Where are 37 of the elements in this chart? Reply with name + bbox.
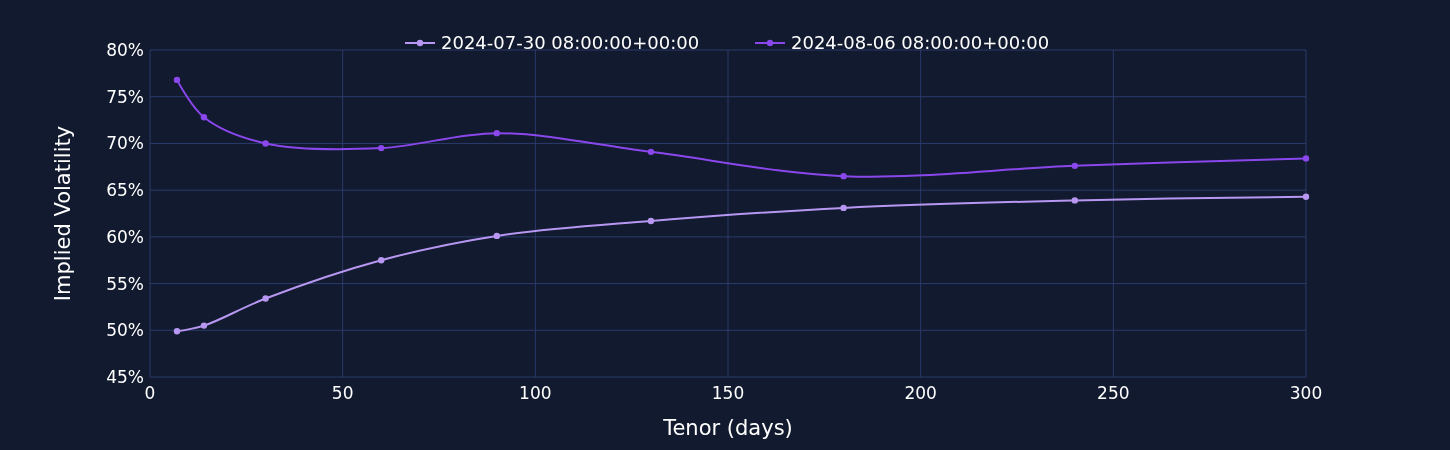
y-tick-label: 50% — [106, 320, 144, 341]
point — [378, 257, 385, 264]
point — [378, 144, 385, 152]
point — [200, 114, 208, 121]
x-axis-title: Tenor (days) — [662, 416, 793, 440]
y-tick-label: 45% — [106, 366, 144, 387]
point — [262, 295, 269, 302]
x-tick-label: 100 — [519, 383, 552, 403]
point — [840, 172, 847, 180]
y-tick-label: 75% — [106, 86, 144, 107]
point — [647, 148, 655, 156]
x-tick-label: 50 — [331, 383, 354, 403]
y-tick-label: 80% — [106, 39, 144, 60]
y-axis-title: Implied Volatility — [51, 125, 75, 302]
x-tick-label: 200 — [904, 383, 937, 403]
x-tick-label: 150 — [711, 383, 745, 403]
point — [493, 232, 500, 240]
point — [262, 140, 269, 147]
legend-label: 2024-07-30 08:00:00+00:00 — [441, 32, 700, 54]
x-tick-label: 0 — [144, 383, 156, 403]
point — [1071, 197, 1078, 204]
point — [173, 328, 181, 335]
y-tick-label: 55% — [106, 273, 144, 294]
point — [1302, 155, 1310, 162]
point — [647, 217, 655, 225]
point — [840, 204, 847, 212]
point — [200, 322, 208, 329]
y-tick-label: 60% — [106, 226, 144, 247]
legend-label: 2024-08-06 08:00:00+00:00 — [791, 32, 1050, 54]
x-tick-label: 300 — [1289, 383, 1323, 403]
x-tick-label: 250 — [1097, 383, 1130, 403]
y-tick-label: 65% — [106, 180, 144, 201]
point — [1071, 162, 1078, 170]
point — [1302, 193, 1310, 200]
point — [173, 76, 181, 84]
point — [493, 129, 500, 137]
y-tick-label: 70% — [106, 133, 144, 154]
